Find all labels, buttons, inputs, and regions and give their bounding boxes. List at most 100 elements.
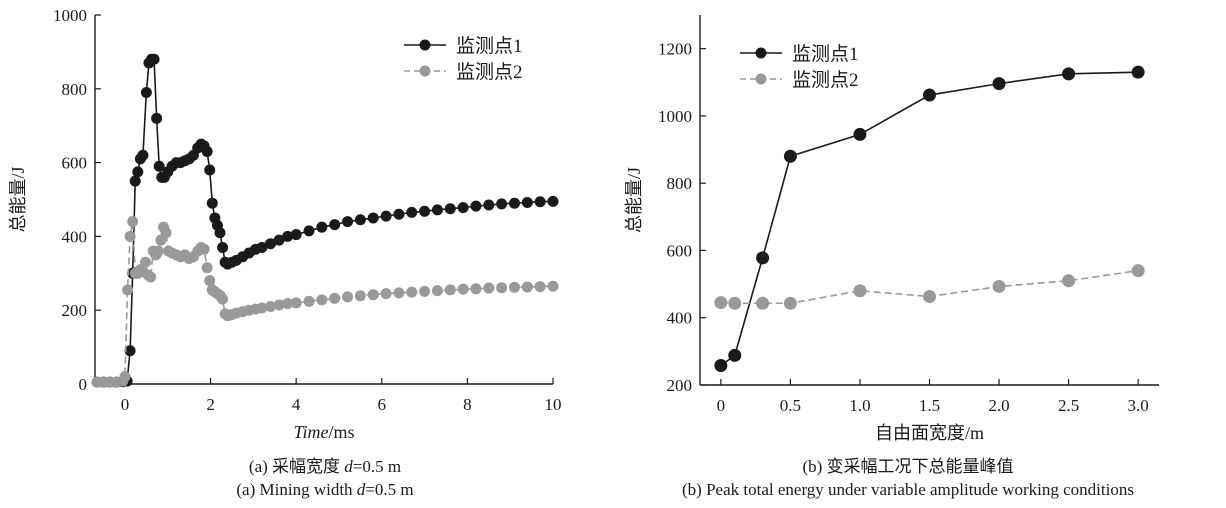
caption-a-cn: (a) 采幅宽度 d=0.5 m: [248, 457, 402, 476]
series-line-b-2: [720, 269, 1139, 305]
data-point-b-2: [728, 296, 742, 310]
x-tick-label-a: 10: [545, 395, 562, 414]
legend-label-b-2: 监测点2: [792, 69, 859, 91]
data-point-b-2: [714, 296, 728, 310]
data-point-b-2: [853, 284, 867, 298]
data-point-a-1: [214, 227, 226, 239]
data-point-a-1: [206, 197, 218, 209]
data-point-a-2: [256, 302, 268, 314]
data-point-a-1: [431, 204, 443, 216]
data-point-a-1: [534, 196, 546, 208]
data-point-a-2: [534, 281, 546, 293]
data-point-a-1: [303, 225, 315, 237]
data-point-a-2: [483, 282, 495, 294]
data-point-a-1: [217, 241, 229, 253]
x-axis-title-a: Time/ms: [293, 422, 354, 442]
data-point-a-2: [217, 293, 229, 305]
data-point-a-2: [547, 280, 559, 292]
data-point-a-1: [148, 53, 160, 65]
data-point-a-2: [419, 285, 431, 297]
y-axis-title-a: 总能量/J: [8, 166, 28, 232]
data-point-a-1: [354, 214, 366, 226]
data-point-a-1: [470, 200, 482, 212]
data-point-a-2: [521, 281, 533, 293]
legend-label-a-2: 监测点2: [456, 61, 523, 83]
x-tick-label-a: 4: [292, 395, 301, 414]
data-point-b-1: [1131, 65, 1145, 79]
y-tick-label-b: 600: [667, 241, 693, 260]
data-point-a-2: [329, 292, 341, 304]
data-point-a-1: [496, 198, 508, 210]
data-point-a-2: [265, 301, 276, 313]
data-point-a-2: [119, 371, 131, 383]
data-point-a-2: [204, 275, 216, 287]
data-point-a-2: [431, 285, 443, 297]
data-point-a-2: [406, 286, 418, 298]
data-point-a-2: [354, 290, 366, 302]
data-point-a-1: [282, 230, 294, 242]
data-point-a-2: [145, 271, 157, 283]
data-point-a-2: [316, 294, 328, 306]
data-point-b-2: [1062, 274, 1076, 288]
x-axis-title-unit-a: /ms: [329, 422, 355, 442]
x-tick-label-b: 2.0: [988, 396, 1009, 415]
data-point-a-1: [140, 86, 152, 98]
y-tick-label-b: 1200: [658, 40, 692, 59]
data-point-a-1: [406, 206, 418, 218]
data-point-a-2: [367, 289, 379, 301]
y-tick-label-a: 600: [62, 154, 88, 173]
data-point-a-2: [198, 243, 210, 255]
data-point-b-2: [783, 296, 797, 310]
data-point-a-1: [290, 229, 302, 241]
data-point-a-1: [132, 166, 144, 178]
y-tick-label-b: 200: [667, 376, 693, 395]
y-tick-label-b: 800: [667, 174, 693, 193]
data-point-a-2: [201, 262, 213, 274]
y-tick-label-a: 200: [62, 301, 88, 320]
data-point-a-2: [124, 230, 136, 242]
x-tick-label-a: 0: [121, 395, 130, 414]
data-point-a-1: [151, 112, 163, 124]
data-point-a-1: [521, 196, 533, 208]
data-point-b-2: [923, 290, 936, 304]
y-tick-label-a: 800: [62, 80, 88, 99]
data-point-a-2: [282, 298, 294, 310]
data-point-a-1: [153, 160, 165, 172]
data-point-b-1: [783, 149, 797, 163]
data-point-b-2: [992, 279, 1006, 293]
data-point-a-2: [122, 284, 134, 296]
data-point-a-2: [457, 283, 469, 295]
data-point-a-2: [380, 288, 392, 300]
data-point-b-2: [1131, 264, 1145, 278]
x-tick-label-a: 8: [463, 395, 472, 414]
series-b-1: [714, 65, 1145, 372]
data-point-a-1: [444, 203, 456, 215]
series-a-2: [91, 216, 559, 388]
data-point-a-1: [201, 146, 213, 158]
data-point-a-2: [444, 284, 456, 296]
x-tick-label-b: 0: [717, 396, 726, 415]
data-point-b-1: [853, 127, 867, 141]
data-point-a-1: [419, 205, 431, 217]
data-point-a-2: [290, 297, 302, 309]
legend-marker-b-1: [755, 47, 767, 59]
series-line-a-1: [97, 58, 554, 383]
data-point-a-1: [367, 212, 379, 224]
data-point-a-1: [342, 216, 354, 228]
data-point-a-2: [273, 299, 285, 311]
data-point-a-1: [457, 202, 469, 214]
x-tick-label-a: 2: [206, 395, 215, 414]
data-point-a-2: [152, 245, 164, 257]
data-point-a-1: [273, 234, 285, 246]
caption-b-en: (b) Peak total energy under variable amp…: [682, 480, 1134, 499]
y-axis-title-b: 总能量/J: [624, 167, 644, 233]
legend-marker-b-2: [755, 73, 767, 85]
series-line-b-1: [720, 71, 1139, 367]
y-tick-label-b: 400: [667, 309, 693, 328]
data-point-a-1: [380, 210, 392, 222]
data-point-b-1: [923, 88, 936, 102]
data-point-a-1: [129, 175, 141, 187]
x-tick-label-b: 1.0: [849, 396, 870, 415]
data-point-a-1: [329, 219, 341, 231]
